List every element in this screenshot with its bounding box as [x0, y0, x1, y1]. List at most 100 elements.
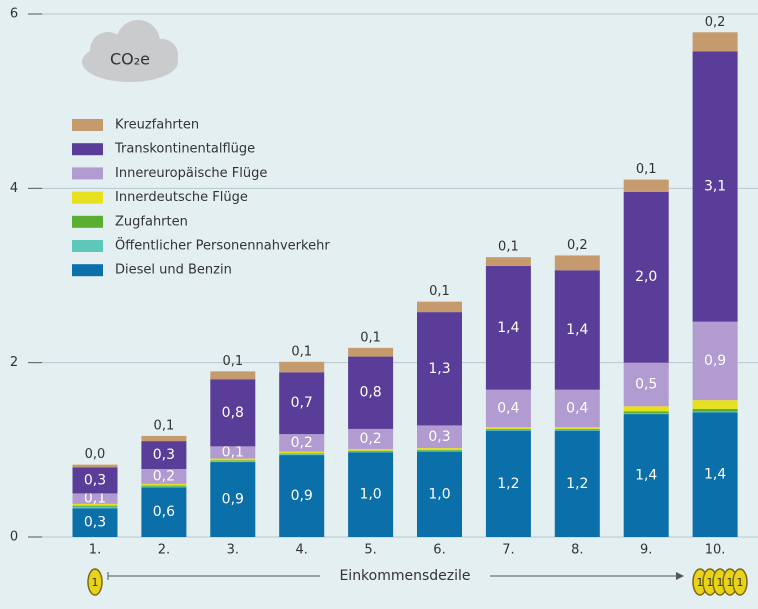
bar-segment	[623, 413, 669, 415]
value-label: 0,1	[291, 344, 312, 359]
bar-segment	[279, 455, 325, 537]
value-label: 0,9	[704, 353, 726, 369]
value-label: 0,0	[85, 447, 106, 462]
bar-segment	[417, 312, 462, 426]
value-label: 0,9	[222, 492, 244, 508]
bar-segment	[279, 453, 325, 455]
bar-segment	[72, 467, 118, 494]
badge: CO₂e	[110, 50, 150, 69]
value-label: 0,2	[705, 15, 726, 30]
legend-label: Diesel und Benzin	[115, 263, 232, 278]
bar-segment	[141, 435, 187, 442]
bar-segment	[72, 493, 118, 504]
legend-label: Zugfahrten	[115, 214, 188, 229]
bar-segment	[554, 389, 600, 428]
coin-label: 1	[737, 576, 744, 589]
value-label: 0,4	[497, 400, 519, 416]
bar-segment	[348, 450, 394, 452]
bar-segment	[72, 506, 118, 509]
legend-label: Innerdeutsche Flüge	[115, 190, 248, 205]
value-label: 0,2	[359, 431, 381, 447]
value-label: 0,1	[429, 284, 450, 299]
x-tick-label: 2.	[158, 543, 170, 558]
value-label: 1,2	[566, 476, 588, 492]
bar-segment	[210, 462, 256, 537]
coin	[87, 568, 103, 596]
bar-segment	[279, 451, 325, 454]
y-tick-label: 4	[10, 181, 18, 196]
bar-segment	[141, 487, 187, 537]
coin-label: 1	[707, 576, 714, 589]
value-label: 0,1	[84, 491, 106, 507]
bar-segment	[692, 408, 738, 412]
legend-label: Kreuzfahrten	[115, 118, 199, 133]
bar-segment	[72, 464, 118, 468]
x-axis-label: Einkommensdezile	[339, 568, 470, 584]
legend-swatch	[72, 264, 103, 277]
bar-segment	[485, 389, 531, 428]
legend-swatch	[72, 167, 103, 180]
bar-segment	[72, 508, 118, 537]
bar-segment	[485, 427, 531, 429]
value-label: 0,3	[153, 447, 175, 463]
value-label: 1,4	[635, 468, 657, 484]
value-label: 0,7	[291, 395, 313, 411]
bar-segment	[348, 451, 394, 453]
coin	[732, 568, 748, 596]
legend-swatch	[72, 215, 103, 228]
bar-segment	[348, 448, 394, 451]
bar-segment	[141, 483, 187, 486]
y-tick-label: 0	[10, 530, 18, 545]
bar-segment	[210, 460, 256, 462]
legend-swatch	[72, 143, 103, 156]
value-label: 2,0	[635, 269, 657, 285]
value-label: 0,2	[291, 435, 313, 451]
bar-segment	[279, 454, 325, 456]
bar-segment	[692, 321, 738, 401]
bar-segment	[72, 505, 118, 507]
coin-label: 1	[717, 576, 724, 589]
y-tick-label: 6	[10, 7, 18, 22]
x-tick-label: 7.	[502, 543, 514, 558]
bar-segment	[417, 450, 462, 452]
bar-segment	[485, 429, 531, 431]
value-label: 0,1	[154, 418, 175, 433]
bar-segment	[623, 362, 669, 407]
value-label: 0,9	[291, 488, 313, 504]
bar-segment	[485, 257, 531, 266]
bar-segment	[485, 430, 531, 537]
cloud: CO₂e	[82, 20, 178, 82]
coin-label: 1	[727, 576, 734, 589]
bar-segment	[210, 446, 256, 459]
arrow-head	[676, 572, 684, 580]
value-label: 0,2	[567, 238, 588, 253]
x-tick-label: 9.	[640, 543, 652, 558]
value-label: 1,4	[566, 322, 588, 338]
value-label: 3,1	[704, 179, 726, 195]
x-tick-label: 8.	[571, 543, 583, 558]
x-tick-label: 10.	[705, 543, 726, 558]
x-tick-label: 3.	[227, 543, 239, 558]
value-label: 1,4	[704, 467, 726, 483]
bar-segment	[417, 451, 462, 537]
value-label: 0,2	[153, 468, 175, 484]
bar-segment	[348, 452, 394, 537]
bar-segment	[692, 412, 738, 537]
bar-segment	[141, 486, 187, 488]
x-tick-label: 5.	[364, 543, 376, 558]
bar-segment	[485, 428, 531, 430]
bar-segment	[348, 356, 394, 429]
bar-segment	[623, 411, 669, 414]
bar-segment	[141, 485, 187, 487]
value-label: 0,8	[222, 405, 244, 421]
bar-segment	[692, 400, 738, 409]
bar-segment	[554, 427, 600, 429]
value-label: 1,2	[497, 476, 519, 492]
legend-swatch	[72, 240, 103, 252]
x-tick-label: 6.	[433, 543, 445, 558]
bar-segment	[623, 179, 669, 192]
value-label: 0,8	[359, 385, 381, 401]
bar-segment	[485, 265, 531, 390]
bar-segment	[692, 32, 738, 52]
